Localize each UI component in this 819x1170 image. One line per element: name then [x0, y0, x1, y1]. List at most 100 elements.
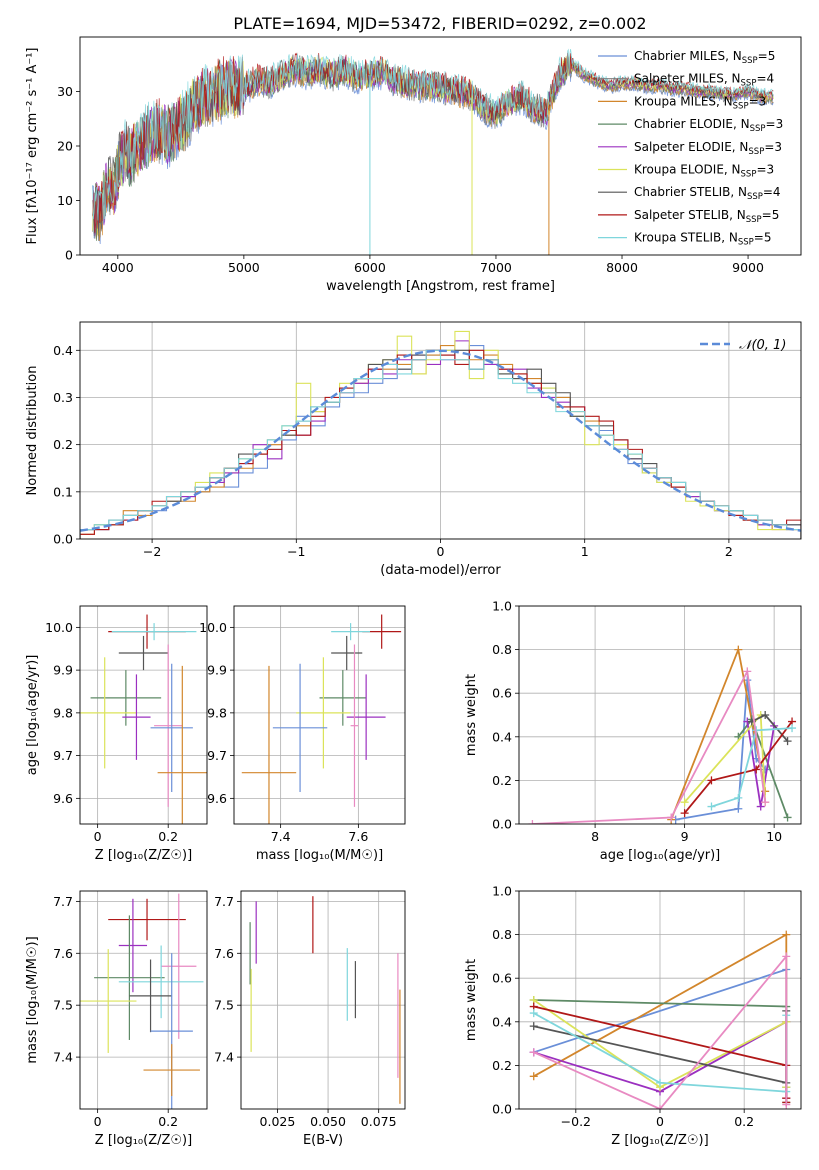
legend-label: Salpeter ELODIE, NSSP=3	[634, 140, 782, 157]
y-tick-label: 30	[57, 84, 73, 99]
axes-frame	[518, 890, 802, 1110]
plot-area	[234, 606, 405, 824]
chart-mass-vs-metallicity: 0 0.2 7.4 7.5 7.6 7.7 Z [log₁₀(Z/Z☉)] mass [log…	[25, 890, 208, 1148]
x-tick-label: 2	[725, 544, 733, 559]
weight-marker	[752, 765, 761, 774]
weight-line	[670, 646, 767, 820]
x-axis-label: Z [log₁₀(Z/Z☉)]	[95, 1133, 192, 1148]
normal-curve	[80, 349, 801, 532]
legend-label: Kroupa STELIB, NSSP=5	[634, 231, 772, 248]
weight-marker	[761, 765, 770, 774]
x-tick-label: −1	[287, 544, 305, 559]
weight-marker	[756, 802, 765, 811]
y-tick-label: 10.0	[45, 620, 73, 635]
x-axis-label: Z [log₁₀(Z/Z☉)]	[611, 1133, 708, 1148]
y-tick-label: 0.1	[53, 484, 73, 499]
weight-marker	[680, 798, 689, 807]
figure-title: PLATE=1694, MJD=53472, FIBERID=0292, z=0…	[233, 14, 646, 33]
legend-label: Salpeter MILES, NSSP=4	[634, 72, 774, 89]
y-axis-label: Flux [fλ10⁻¹⁷ erg cm⁻² s⁻¹ A⁻¹]	[25, 48, 40, 245]
y-tick-label: 7.4	[53, 1050, 73, 1065]
y-tick-label: 7.5	[53, 998, 73, 1013]
y-tick-label: 0.4	[53, 343, 73, 358]
x-axis-label: mass [log₁₀(M/M☉)]	[256, 848, 383, 863]
weight-marker	[529, 1072, 538, 1081]
y-tick-label: 0.8	[492, 642, 512, 657]
x-tick-label: 0.075	[361, 1114, 397, 1129]
x-tick-label: 0.050	[310, 1114, 346, 1129]
y-tick-label: 0.6	[492, 971, 512, 986]
legend-label: Chabrier ELODIE, NSSP=3	[634, 117, 783, 134]
y-axis-label: Normed distribution	[25, 366, 40, 496]
axes-frame	[79, 321, 802, 540]
weight-marker	[529, 1022, 538, 1031]
weight-marker	[680, 809, 689, 818]
weight-marker	[783, 737, 792, 746]
x-tick-label: 0	[656, 1114, 664, 1129]
y-tick-label: 0.2	[53, 437, 73, 452]
y-tick-label: 10	[57, 193, 73, 208]
plot-area	[519, 891, 801, 1109]
panels: 4000 5000 6000 7000 8000 90000102030wavelengt…	[25, 36, 802, 1148]
x-axis-label: wavelength [Angstrom, rest frame]	[326, 279, 555, 294]
x-tick-label: 5000	[228, 260, 260, 275]
chart-age-vs-metallicity: 0 0.2 9.6 9.7 9.8 9.9 10.0 Z [log₁₀(Z/Z☉)] age […	[25, 605, 208, 863]
y-tick-label: 7.6	[214, 946, 234, 961]
y-tick-label: 0.8	[492, 927, 512, 942]
plot-area	[519, 606, 801, 824]
weight-marker	[782, 952, 791, 961]
y-tick-label: 7.7	[53, 894, 73, 909]
x-axis-label: age [log₁₀(age/yr)]	[600, 848, 721, 863]
y-tick-label: 1.0	[492, 884, 512, 899]
plot-area	[80, 891, 207, 1109]
y-tick-label: 9.8	[207, 705, 227, 720]
x-tick-label: 0.025	[260, 1114, 296, 1129]
legend-label: Kroupa MILES, NSSP=3	[634, 94, 766, 111]
series-line	[92, 52, 774, 233]
axes-frame	[518, 605, 802, 825]
weight-marker	[707, 776, 716, 785]
y-tick-label: 9.9	[53, 663, 73, 678]
y-tick-label: 9.8	[53, 705, 73, 720]
y-tick-label: 0.3	[53, 390, 73, 405]
x-tick-label: 9000	[732, 260, 764, 275]
series-line	[92, 48, 774, 224]
weight-marker	[529, 1009, 538, 1018]
y-tick-label: 7.7	[214, 894, 234, 909]
x-tick-label: 7000	[480, 260, 512, 275]
x-tick-label: 4000	[102, 260, 134, 275]
y-tick-label: 9.7	[207, 748, 227, 763]
x-tick-label: −0.2	[561, 1114, 591, 1129]
x-tick-label: 0.2	[158, 1114, 178, 1129]
y-tick-label: 0	[65, 248, 73, 263]
y-axis-label: age [log₁₀(age/yr)]	[25, 655, 40, 776]
weight-line	[533, 953, 788, 1109]
legend-label: Chabrier MILES, NSSP=5	[634, 49, 775, 66]
weight-marker	[761, 711, 770, 719]
x-tick-label: 1	[581, 544, 589, 559]
chart-weight-vs-age: 8 9 10 0.0 0.2 0.4 0.6 0.8 1.0 age [log₁₀(age/yr)…	[464, 599, 802, 863]
weight-marker	[734, 793, 743, 802]
weight-marker	[656, 1078, 664, 1087]
weight-marker	[734, 804, 743, 813]
legend-label: Chabrier STELIB, NSSP=4	[634, 185, 781, 202]
x-tick-label: 8	[591, 829, 599, 844]
x-tick-label: 0	[437, 544, 445, 559]
y-tick-label: 9.6	[207, 791, 227, 806]
legend-label: 𝒩(0, 1)	[739, 338, 786, 353]
y-tick-label: 0.4	[492, 729, 512, 744]
weight-line	[532, 668, 767, 824]
y-tick-label: 0.6	[492, 686, 512, 701]
weight-line	[711, 727, 793, 808]
x-tick-label: 10	[766, 829, 782, 844]
x-tick-label: 7.6	[348, 829, 368, 844]
weight-marker	[783, 813, 792, 822]
x-axis-label: E(B-V)	[303, 1133, 343, 1148]
weight-marker	[788, 724, 797, 733]
y-tick-label: 9.9	[207, 663, 227, 678]
chart-spectrum: 4000 5000 6000 7000 8000 9000 0 10 20 30 wavelengt…	[25, 36, 802, 294]
weight-marker	[761, 798, 770, 807]
y-axis-label: mass weight	[464, 674, 479, 756]
x-tick-label: 9	[681, 829, 689, 844]
